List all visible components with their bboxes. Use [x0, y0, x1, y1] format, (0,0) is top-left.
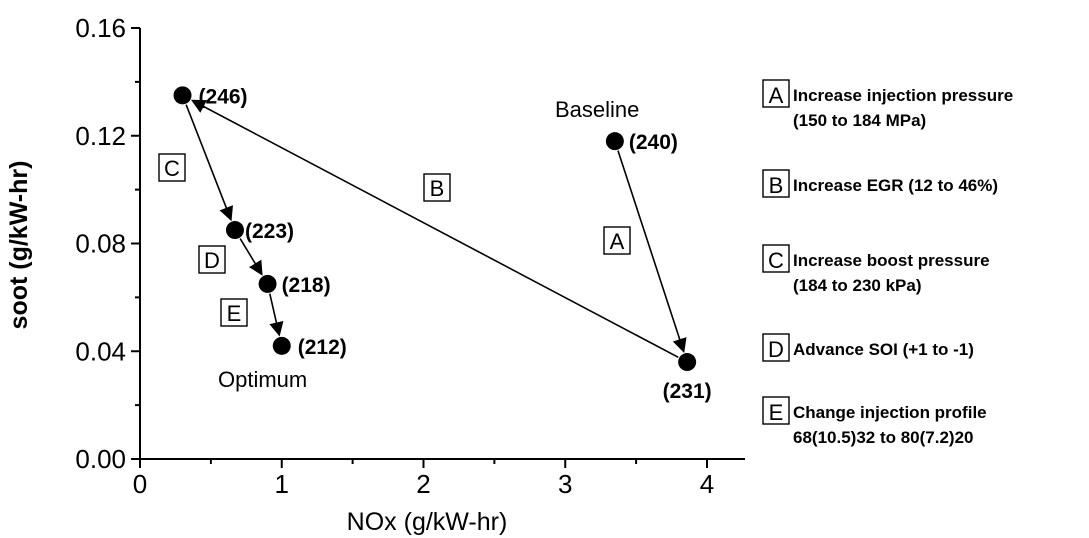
y-tick-label: 0.16 [75, 13, 126, 43]
data-point-p231 [678, 353, 696, 371]
legend-text-line: 68(10.5)32 to 80(7.2)20 [793, 428, 974, 447]
legend-text-line: Increase injection pressure [793, 86, 1013, 105]
point-label-p218: (218) [282, 274, 331, 297]
y-tick-label: 0.12 [75, 121, 126, 151]
x-tick-label: 4 [700, 469, 714, 499]
legend-item-e: E Change injection profile 68(10.5)32 to 8… [763, 397, 987, 447]
arrow-d [240, 239, 262, 275]
y-tick-label: 0.04 [75, 336, 126, 366]
legend-item-c: C Increase boost pressure (184 to 230 kPa) [763, 245, 990, 295]
data-point-baseline [606, 132, 624, 150]
baseline-annotation: Baseline [555, 97, 639, 122]
data-point-p246 [174, 86, 192, 104]
arrow-box-letter: B [430, 176, 445, 201]
data-point-p223 [226, 221, 244, 239]
x-axis-title: NOx (g/kW-hr) [347, 508, 508, 536]
x-tick-label: 1 [275, 469, 289, 499]
legend-letter: D [768, 337, 784, 362]
point-label-p223: (223) [245, 220, 294, 243]
point-label-p231: (231) [663, 380, 712, 403]
x-tick-label: 2 [416, 469, 430, 499]
optimum-annotation: Optimum [218, 367, 307, 392]
legend-letter: B [769, 173, 784, 198]
data-point-p218 [259, 275, 277, 293]
point-label-baseline: (240) [629, 131, 678, 154]
arrow-c [186, 105, 231, 220]
legend-item-b: B Increase EGR (12 to 46%) [763, 170, 998, 198]
ticks: 0 1 2 3 4 0.00 0.04 0.08 0.12 0.16 [75, 13, 714, 499]
legend-item-d: D Advance SOI (+1 to -1) [763, 334, 974, 362]
legend-text-line: Change injection profile [793, 403, 987, 422]
y-tick-label: 0.00 [75, 444, 126, 474]
arrow-box-letter: E [227, 301, 242, 326]
arrow-box-letter: D [204, 248, 220, 273]
legend-item-a: A Increase injection pressure (150 to 184 … [763, 80, 1013, 130]
legend-text-line: (150 to 184 MPa) [793, 111, 926, 130]
legend-letter: C [768, 248, 784, 273]
point-label-p246: (246) [199, 85, 248, 108]
legend-text-line: Increase boost pressure [793, 251, 990, 270]
arrow-e [270, 294, 279, 335]
legend-text-line: (184 to 230 kPa) [793, 276, 922, 295]
x-tick-label: 0 [133, 469, 147, 499]
y-axis-title: soot (g/kW-hr) [5, 161, 33, 330]
legend: A Increase injection pressure (150 to 184 … [763, 80, 1013, 447]
legend-letter: A [769, 83, 784, 108]
legend-text-line: Increase EGR (12 to 46%) [793, 176, 998, 195]
legend-letter: E [769, 400, 784, 425]
point-label-p212: (212) [298, 336, 347, 359]
arrow-box-letter: C [164, 156, 180, 181]
y-tick-label: 0.08 [75, 229, 126, 259]
arrow-box-letter: A [610, 229, 625, 254]
x-tick-label: 3 [558, 469, 572, 499]
data-point-p212 [273, 337, 291, 355]
legend-text-line: Advance SOI (+1 to -1) [793, 340, 974, 359]
